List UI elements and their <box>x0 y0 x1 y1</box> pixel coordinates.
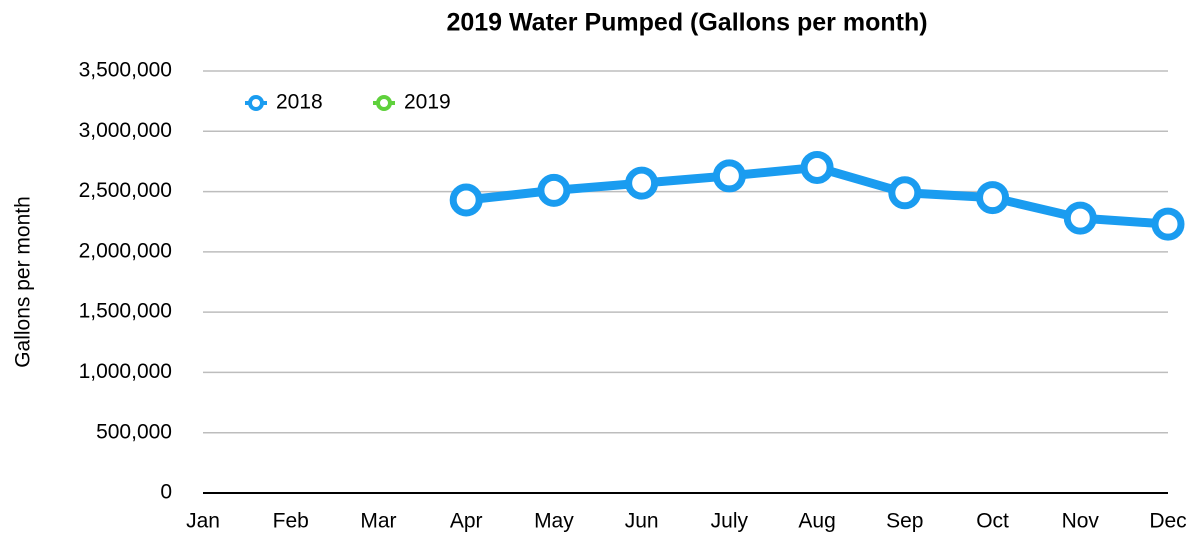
x-tick-label: Jun <box>625 510 659 533</box>
y-tick-label: 2,500,000 <box>79 179 172 202</box>
y-tick-label: 3,000,000 <box>79 119 172 142</box>
legend-label: 2018 <box>276 91 323 114</box>
y-axis-label: Gallons per month <box>12 196 35 368</box>
y-tick-label: 1,000,000 <box>79 360 172 383</box>
data-point <box>976 181 1010 215</box>
y-tick-label: 2,000,000 <box>79 239 172 262</box>
legend-label: 2019 <box>404 91 451 114</box>
y-tick-label: 500,000 <box>96 420 172 443</box>
x-tick-label: Dec <box>1149 510 1186 533</box>
data-point <box>537 173 571 207</box>
y-tick-label: 1,500,000 <box>79 300 172 323</box>
data-point <box>449 183 483 217</box>
data-point <box>1151 207 1185 241</box>
x-tick-label: Nov <box>1062 510 1100 533</box>
x-tick-label: May <box>534 510 574 533</box>
x-tick-label: Aug <box>798 510 835 533</box>
x-tick-label: July <box>711 510 749 533</box>
data-point <box>888 176 922 210</box>
data-point <box>625 166 659 200</box>
x-tick-label: Apr <box>450 510 483 533</box>
x-tick-label: Sep <box>886 510 923 533</box>
legend-marker <box>248 95 264 111</box>
y-tick-label: 0 <box>160 481 172 504</box>
x-tick-label: Jan <box>186 510 220 533</box>
legend-marker <box>376 95 392 111</box>
y-tick-label: 3,500,000 <box>79 59 172 82</box>
chart-title: 2019 Water Pumped (Gallons per month) <box>446 9 927 37</box>
x-tick-label: Oct <box>976 510 1009 533</box>
data-point <box>712 159 746 193</box>
data-point <box>800 150 834 184</box>
x-tick-label: Mar <box>360 510 396 533</box>
x-tick-label: Feb <box>273 510 309 533</box>
data-point <box>1063 201 1097 235</box>
